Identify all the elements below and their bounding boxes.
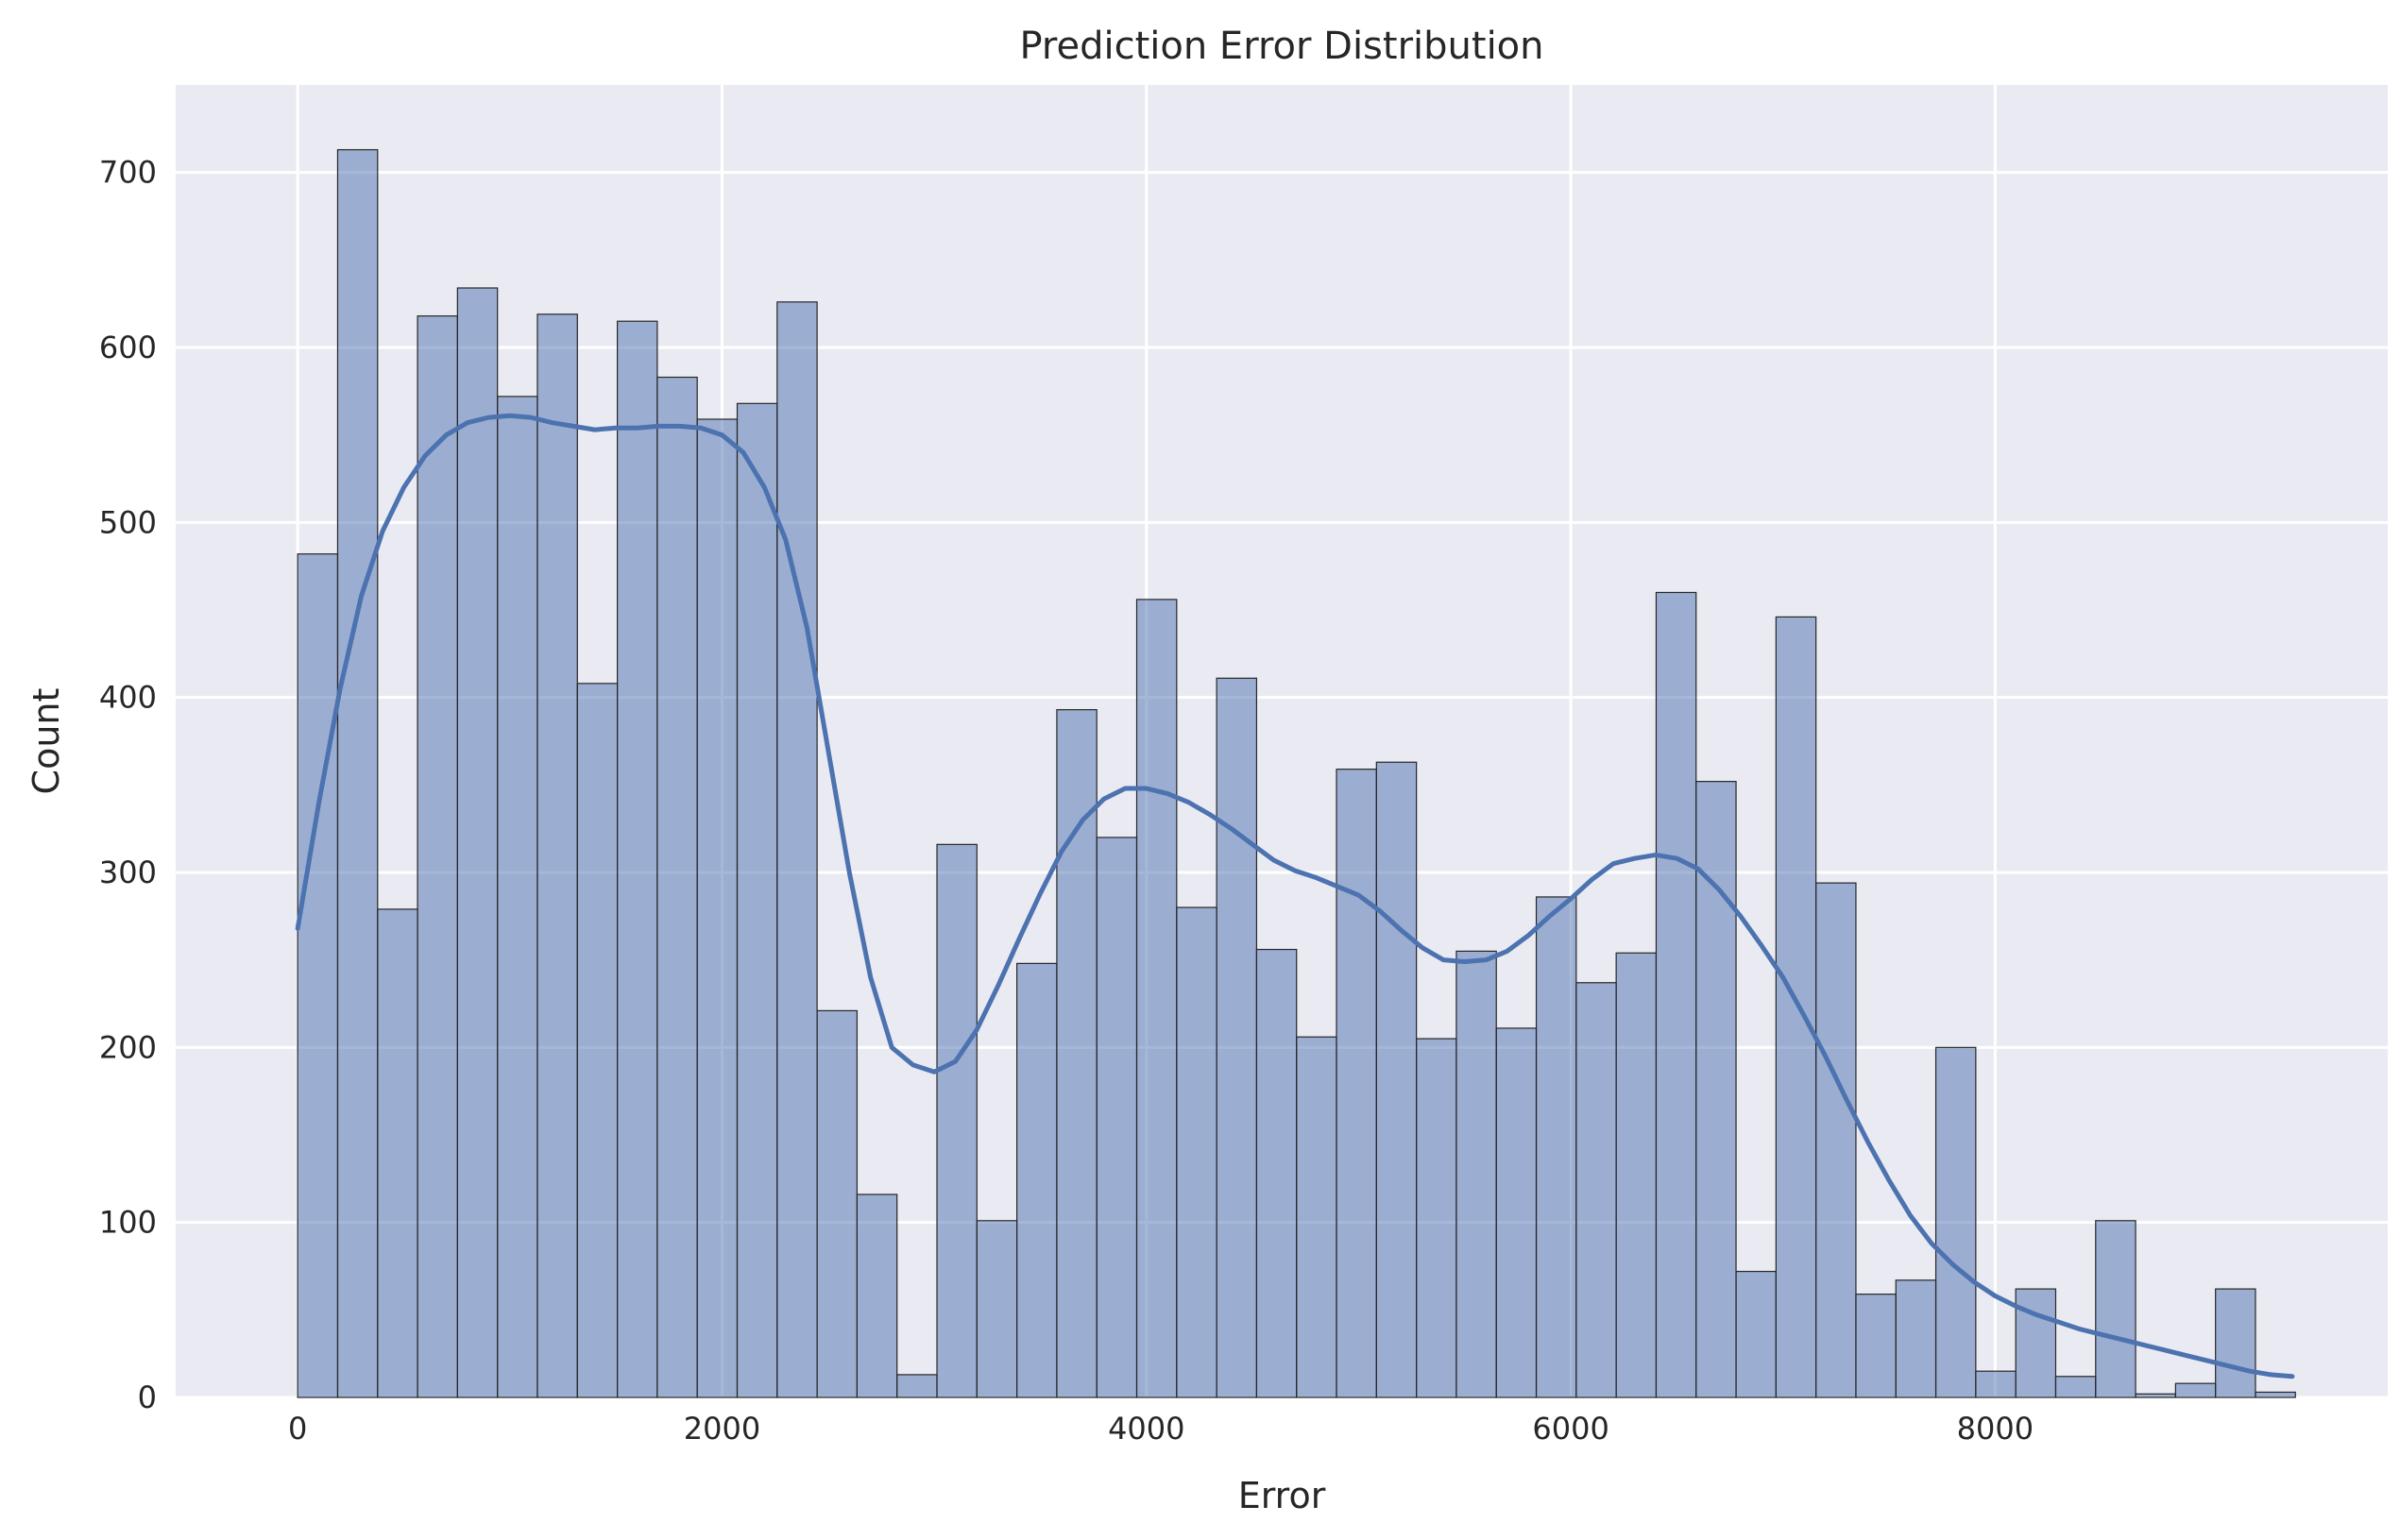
histogram-bar: [1575, 982, 1617, 1398]
histogram-bar: [936, 843, 978, 1398]
histogram-bar: [336, 148, 379, 1398]
x-tick-label: 6000: [1532, 1411, 1609, 1447]
histogram-bar: [536, 313, 578, 1398]
histogram-bar: [1655, 591, 1697, 1398]
x-tick-label: 0: [288, 1411, 307, 1447]
histogram-bar: [1934, 1046, 1977, 1398]
histogram-bar: [696, 418, 739, 1398]
x-tick-label: 8000: [1957, 1411, 2034, 1447]
histogram-bar: [297, 553, 339, 1398]
x-axis-label: Error: [1238, 1475, 1326, 1516]
histogram-bar: [896, 1374, 938, 1398]
histogram-bar: [1296, 1036, 1337, 1398]
histogram-bar: [2215, 1288, 2256, 1398]
histogram-bar: [616, 320, 658, 1398]
histogram-bar: [2095, 1220, 2136, 1398]
y-tick-label: 500: [99, 504, 157, 540]
histogram-bar: [1455, 950, 1497, 1398]
histogram-bar: [1255, 948, 1298, 1398]
histogram-bar: [2174, 1382, 2217, 1398]
histogram-bar: [736, 402, 778, 1398]
histogram-bar: [576, 683, 619, 1398]
histogram-bar: [856, 1193, 898, 1398]
histogram-bar: [417, 315, 458, 1398]
y-tick-label: 600: [99, 330, 157, 365]
x-tick-label: 4000: [1108, 1411, 1184, 1447]
y-tick-label: 700: [99, 155, 157, 191]
histogram-bar: [1176, 906, 1217, 1398]
histogram-bar: [1016, 962, 1058, 1398]
histogram-bar: [1135, 599, 1178, 1398]
histogram-bar: [1535, 896, 1577, 1398]
histogram-bar: [1375, 761, 1418, 1398]
histogram-bar: [816, 1009, 859, 1398]
histogram-bar: [1495, 1027, 1538, 1398]
y-tick-label: 0: [138, 1379, 157, 1415]
x-tick-label: 2000: [684, 1411, 760, 1447]
histogram-bar: [1855, 1294, 1897, 1398]
y-tick-label: 400: [99, 680, 157, 716]
histogram-bar: [1975, 1370, 2017, 1398]
histogram-bar: [1775, 616, 1817, 1398]
y-tick-label: 100: [99, 1205, 157, 1241]
histogram-bar: [1336, 769, 1377, 1398]
histogram-bars: [297, 148, 2296, 1398]
y-tick-label: 200: [99, 1029, 157, 1065]
histogram-bar: [1735, 1270, 1777, 1398]
y-tick-labels: 0 100 200 300 400 500 600 700: [99, 155, 157, 1415]
histogram-bar: [1416, 1038, 1457, 1398]
chart-title: Prediction Error Distribution: [1020, 25, 1544, 68]
histogram-bar: [776, 301, 818, 1398]
histogram-bar: [1895, 1279, 1937, 1398]
histogram-bar: [497, 396, 538, 1398]
histogram-bar: [1615, 952, 1658, 1398]
histogram-bar: [2015, 1288, 2057, 1398]
histogram-bar: [2255, 1391, 2296, 1398]
histogram-bar: [1216, 677, 1258, 1398]
histogram-bar: [976, 1220, 1018, 1398]
kde-curve: [295, 413, 2295, 1379]
x-tick-labels: 0 2000 4000 6000 8000: [288, 1411, 2034, 1447]
histogram-bar: [1056, 709, 1098, 1398]
histogram-bar: [656, 376, 698, 1398]
histogram-bar: [1096, 837, 1138, 1398]
histogram-bar: [456, 287, 499, 1398]
histogram-bar: [2135, 1393, 2176, 1398]
histogram-bar: [2054, 1376, 2097, 1398]
histogram-bar: [377, 908, 418, 1398]
y-axis-label: Count: [26, 688, 67, 795]
histogram-bar: [1815, 882, 1857, 1398]
y-tick-label: 300: [99, 855, 157, 890]
